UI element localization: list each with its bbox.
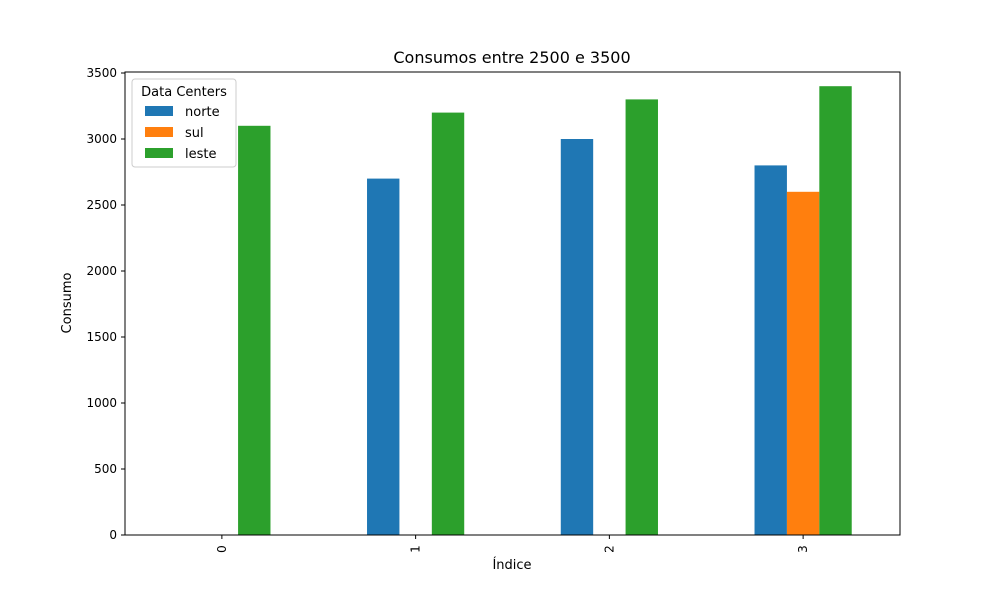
y-tick-label-3500: 3500 xyxy=(86,66,117,80)
chart-title: Consumos entre 2500 e 3500 xyxy=(393,48,630,67)
bar-leste-0 xyxy=(238,125,271,536)
y-tick-label-500: 500 xyxy=(94,462,117,476)
x-tick-label-2: 2 xyxy=(602,545,616,553)
y-tick-label-2000: 2000 xyxy=(86,264,117,278)
plot-frame xyxy=(124,71,901,536)
bar-norte-2 xyxy=(560,139,594,535)
bar-leste-2 xyxy=(625,99,658,536)
legend-swatch-norte xyxy=(145,106,173,116)
y-tick-label-1000: 1000 xyxy=(86,396,117,410)
legend-swatch-leste xyxy=(145,148,173,158)
legend: Data Centers norte sul leste xyxy=(131,78,237,168)
bar-sul-3 xyxy=(786,191,820,536)
x-tick-label-0: 0 xyxy=(215,545,229,553)
bar-norte-3 xyxy=(754,165,787,535)
x-tick-label-3: 3 xyxy=(796,545,810,553)
legend-swatch-sul xyxy=(145,127,173,137)
legend-box xyxy=(131,78,237,168)
x-axis-label: Índice xyxy=(492,557,531,573)
y-tick-label-3000: 3000 xyxy=(86,132,117,146)
legend-label-sul: sul xyxy=(185,126,204,141)
bar-leste-3 xyxy=(819,86,852,535)
legend-label-norte: norte xyxy=(185,105,220,120)
legend-label-leste: leste xyxy=(185,147,216,162)
bar-leste-1 xyxy=(431,112,465,535)
y-axis-label: Consumo xyxy=(60,273,75,334)
y-tick-label-2500: 2500 xyxy=(86,198,117,212)
y-axis: 0 500 1000 1500 2000 2500 3000 3500 xyxy=(86,66,125,542)
y-tick-label-0: 0 xyxy=(109,528,117,542)
x-tick-label-1: 1 xyxy=(409,545,423,553)
y-tick-label-1500: 1500 xyxy=(86,330,117,344)
plot-area xyxy=(238,86,852,536)
bar-norte-1 xyxy=(367,178,400,535)
x-axis: 0 1 2 3 xyxy=(215,535,810,553)
legend-title: Data Centers xyxy=(141,85,227,100)
